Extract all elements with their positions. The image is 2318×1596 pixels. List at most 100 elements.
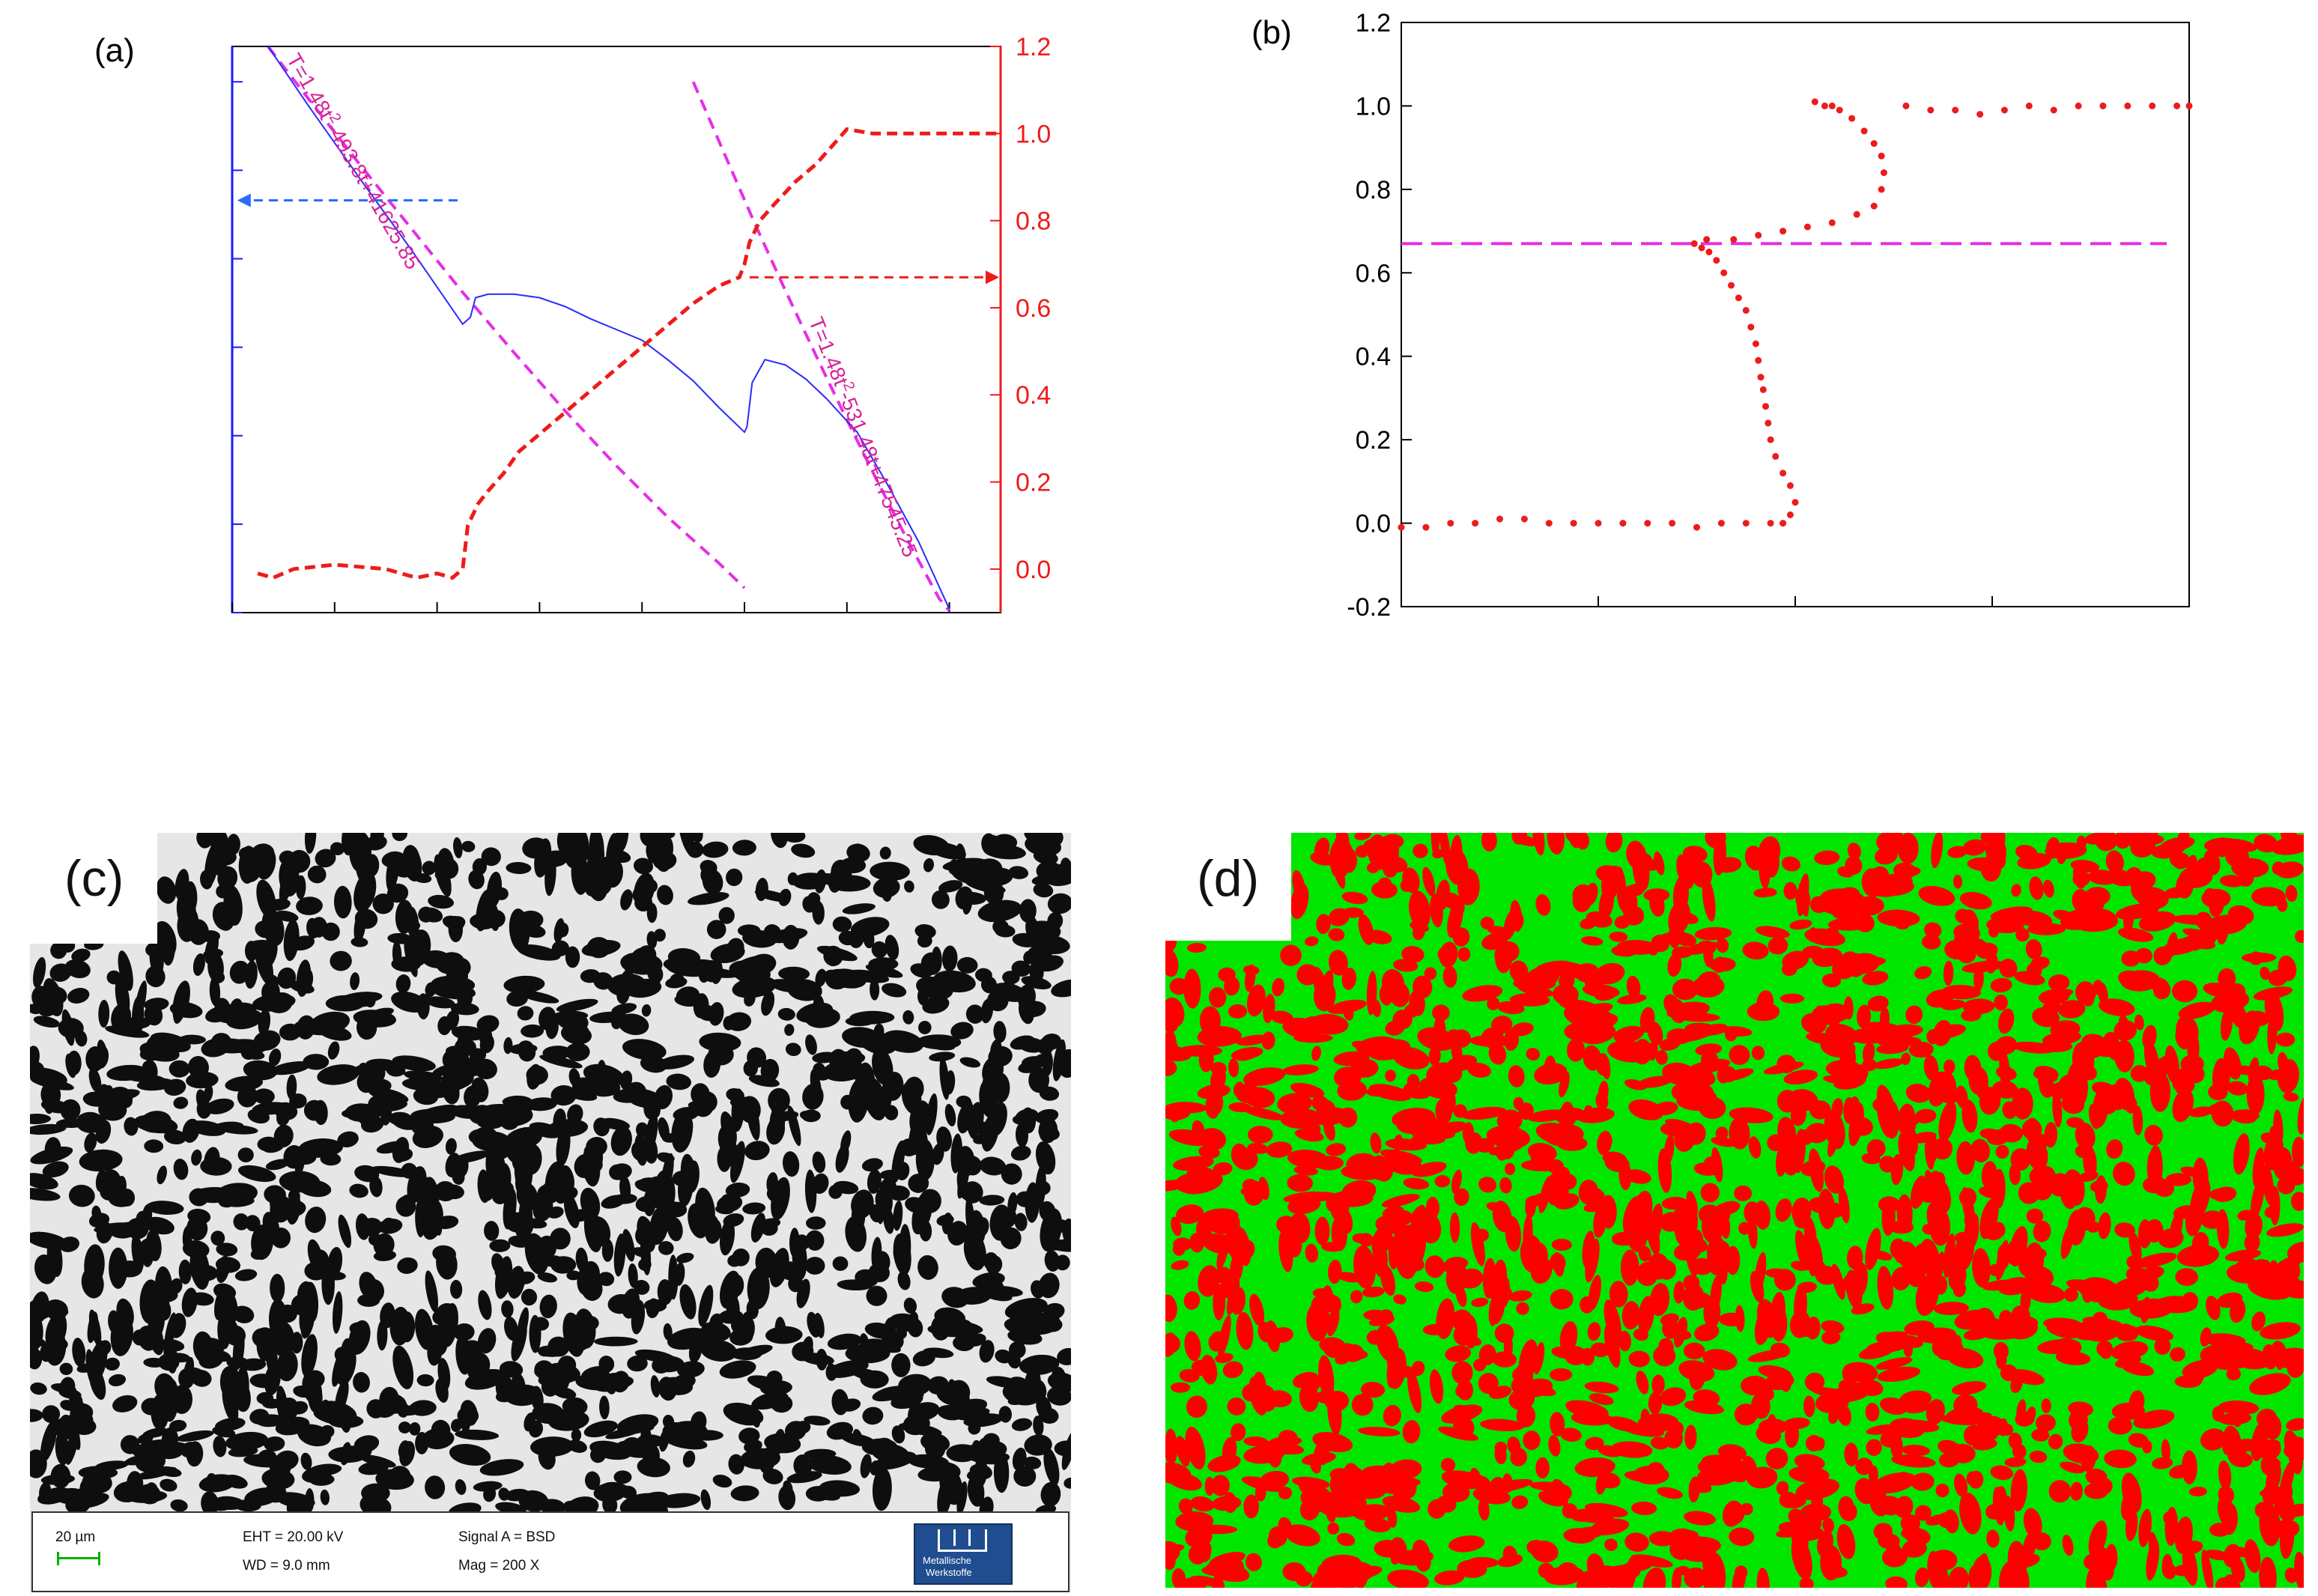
seg-dendrite — [2046, 1322, 2082, 1339]
seg-dendrite — [2294, 1551, 2304, 1588]
sem-dendrite — [897, 1271, 911, 1290]
seg-dendrite — [2146, 977, 2169, 992]
sem-dendrite — [770, 1394, 793, 1413]
sem-dendrite — [516, 1271, 535, 1284]
seg-dendrite — [1213, 1162, 1233, 1176]
sem-dendrite — [880, 1329, 893, 1343]
seg-dendrite — [1370, 1132, 1382, 1154]
sem-dendrite — [929, 1462, 961, 1481]
sem-dendrite — [793, 1454, 813, 1477]
sem-dendrite — [337, 1131, 359, 1148]
sem-dendrite — [216, 1242, 238, 1257]
sem-dendrite — [726, 868, 743, 887]
seg-dendrite — [1445, 1260, 1468, 1294]
sem-dendrite — [823, 945, 843, 967]
seg-dendrite — [1943, 960, 1954, 986]
sem-dendrite — [816, 1348, 828, 1371]
data-point-b — [1828, 102, 1836, 109]
seg-dendrite — [1702, 877, 1716, 922]
sem-micrograph: (c) 20 µm EHT = 20.00 kV WD = 9.0 mm Sig… — [30, 833, 1071, 1592]
seg-dendrite — [1734, 1565, 1748, 1580]
sem-dendrite — [723, 1402, 764, 1426]
sem-dendrite — [1010, 1035, 1035, 1050]
sem-dendrite — [784, 1024, 795, 1037]
sem-dendrite — [791, 843, 816, 858]
sem-dendrite — [641, 1004, 652, 1017]
sem-dendrite — [955, 886, 974, 910]
seg-dendrite — [1947, 846, 1967, 858]
sem-dendrite — [1008, 866, 1029, 879]
sem-dendrite — [884, 1105, 899, 1120]
sem-dendrite — [815, 968, 827, 987]
seg-dendrite — [1855, 1457, 1873, 1475]
seg-dendrite — [1327, 1522, 1340, 1535]
sem-dendrite — [39, 1481, 51, 1502]
sem-dendrite — [728, 1454, 744, 1475]
sem-dendrite — [1006, 1377, 1029, 1393]
sem-dendrite — [553, 1010, 589, 1021]
sem-dendrite — [276, 1108, 290, 1126]
seg-dendrite — [1445, 1345, 1471, 1362]
fit-equation-t: T=1.48t — [804, 314, 853, 389]
sem-dendrite — [938, 880, 963, 893]
sem-dendrite — [907, 1318, 923, 1338]
sem-dendrite — [602, 1481, 631, 1495]
sem-dendrite — [923, 1347, 954, 1359]
sem-dendrite — [219, 1124, 258, 1135]
sem-dendrite — [288, 849, 311, 873]
sem-dendrite — [303, 1099, 325, 1121]
sem-dendrite — [210, 1231, 225, 1246]
sem-dendrite — [565, 1043, 590, 1062]
sem-dendrite — [804, 1169, 817, 1213]
sem-dendrite — [452, 1169, 465, 1185]
sem-dendrite — [85, 1349, 97, 1386]
seg-dendrite — [1526, 1048, 1541, 1061]
fit-line-a — [691, 81, 951, 612]
sem-dendrite — [294, 1150, 306, 1176]
seg-dendrite — [1839, 1502, 1857, 1521]
data-point-b — [1878, 152, 1885, 160]
sem-dendrite — [330, 950, 352, 971]
sem-dendrite — [416, 993, 430, 1020]
seg-dendrite — [1336, 1532, 1356, 1547]
seg-dendrite — [1780, 993, 1804, 1004]
sem-dendrite — [539, 1055, 583, 1069]
seg-dendrite — [1866, 1424, 1899, 1435]
sem-dendrite — [650, 975, 661, 991]
sem-dendrite — [1047, 1237, 1071, 1251]
data-point-b — [1811, 98, 1818, 106]
sem-dendrite — [583, 870, 601, 896]
sem-dendrite — [755, 1247, 778, 1278]
sem-dendrite — [1016, 1191, 1034, 1207]
sem-dendrite — [567, 1326, 581, 1338]
seg-dendrite — [1689, 1480, 1712, 1493]
sem-dendrite — [257, 848, 276, 880]
sem-dendrite — [240, 1045, 256, 1061]
seg-dendrite — [2275, 1032, 2296, 1047]
y-tick-label-b: 0.6 — [1356, 259, 1391, 288]
sem-dendrite — [646, 931, 658, 949]
sem-dendrite — [468, 1352, 491, 1377]
sem-dendrite — [676, 1361, 705, 1378]
mag-text: Mag = 200 X — [458, 1558, 540, 1574]
data-point-b — [1472, 520, 1479, 527]
seg-dendrite — [1865, 1403, 1880, 1422]
sem-dendrite — [432, 1064, 462, 1076]
sem-dendrite — [424, 1430, 455, 1450]
seg-dendrite — [1243, 965, 1260, 975]
sem-dendrite — [276, 1350, 298, 1382]
sem-dendrite — [633, 858, 654, 875]
sem-dendrite — [145, 1482, 159, 1499]
sem-dendrite — [931, 946, 942, 973]
seg-dendrite — [1604, 1299, 1621, 1342]
sem-dendrite — [594, 1336, 638, 1347]
sem-dendrite — [183, 1356, 195, 1389]
sem-dendrite — [256, 1029, 269, 1052]
sem-dendrite — [566, 1270, 581, 1281]
sem-dendrite — [142, 1427, 169, 1438]
sem-dendrite — [1024, 1434, 1052, 1456]
sem-dendrite — [702, 869, 723, 895]
seg-dendrite — [1511, 1495, 1529, 1509]
seg-dendrite — [2025, 939, 2042, 960]
arrowhead-temperature-a — [237, 193, 251, 207]
